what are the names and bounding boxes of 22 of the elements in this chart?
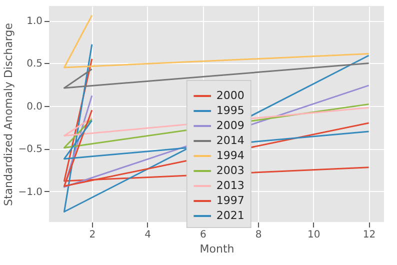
legend-label: 2009: [216, 119, 244, 132]
y-tick-label: 1.0: [26, 16, 42, 28]
y-tick-label: −1.0: [18, 186, 42, 198]
y-tick-label: 0.0: [26, 101, 42, 112]
x-tick-label: 2: [89, 230, 96, 240]
y-tick-label: 0.5: [26, 58, 42, 70]
x-tick-label: 10: [308, 230, 320, 240]
x-tick-label: 4: [144, 230, 151, 240]
legend-label: 2014: [216, 134, 244, 147]
x-tick-label: 6: [200, 230, 206, 240]
legend-label: 2003: [216, 164, 244, 177]
legend-label: 2021: [216, 209, 244, 222]
legend-label: 2000: [216, 89, 244, 102]
y-axis-title: Standardized Anomaly Discharge: [2, 22, 16, 206]
y-tick-label: −0.5: [18, 144, 42, 156]
legend-label: 1997: [216, 194, 244, 207]
legend-label: 1994: [216, 149, 244, 162]
x-tick-label: 12: [362, 230, 376, 240]
x-tick-label: 8: [255, 230, 262, 240]
legend-label: 2013: [216, 179, 244, 192]
legend-label: 1995: [216, 104, 244, 117]
x-axis-title: Month: [200, 242, 234, 256]
